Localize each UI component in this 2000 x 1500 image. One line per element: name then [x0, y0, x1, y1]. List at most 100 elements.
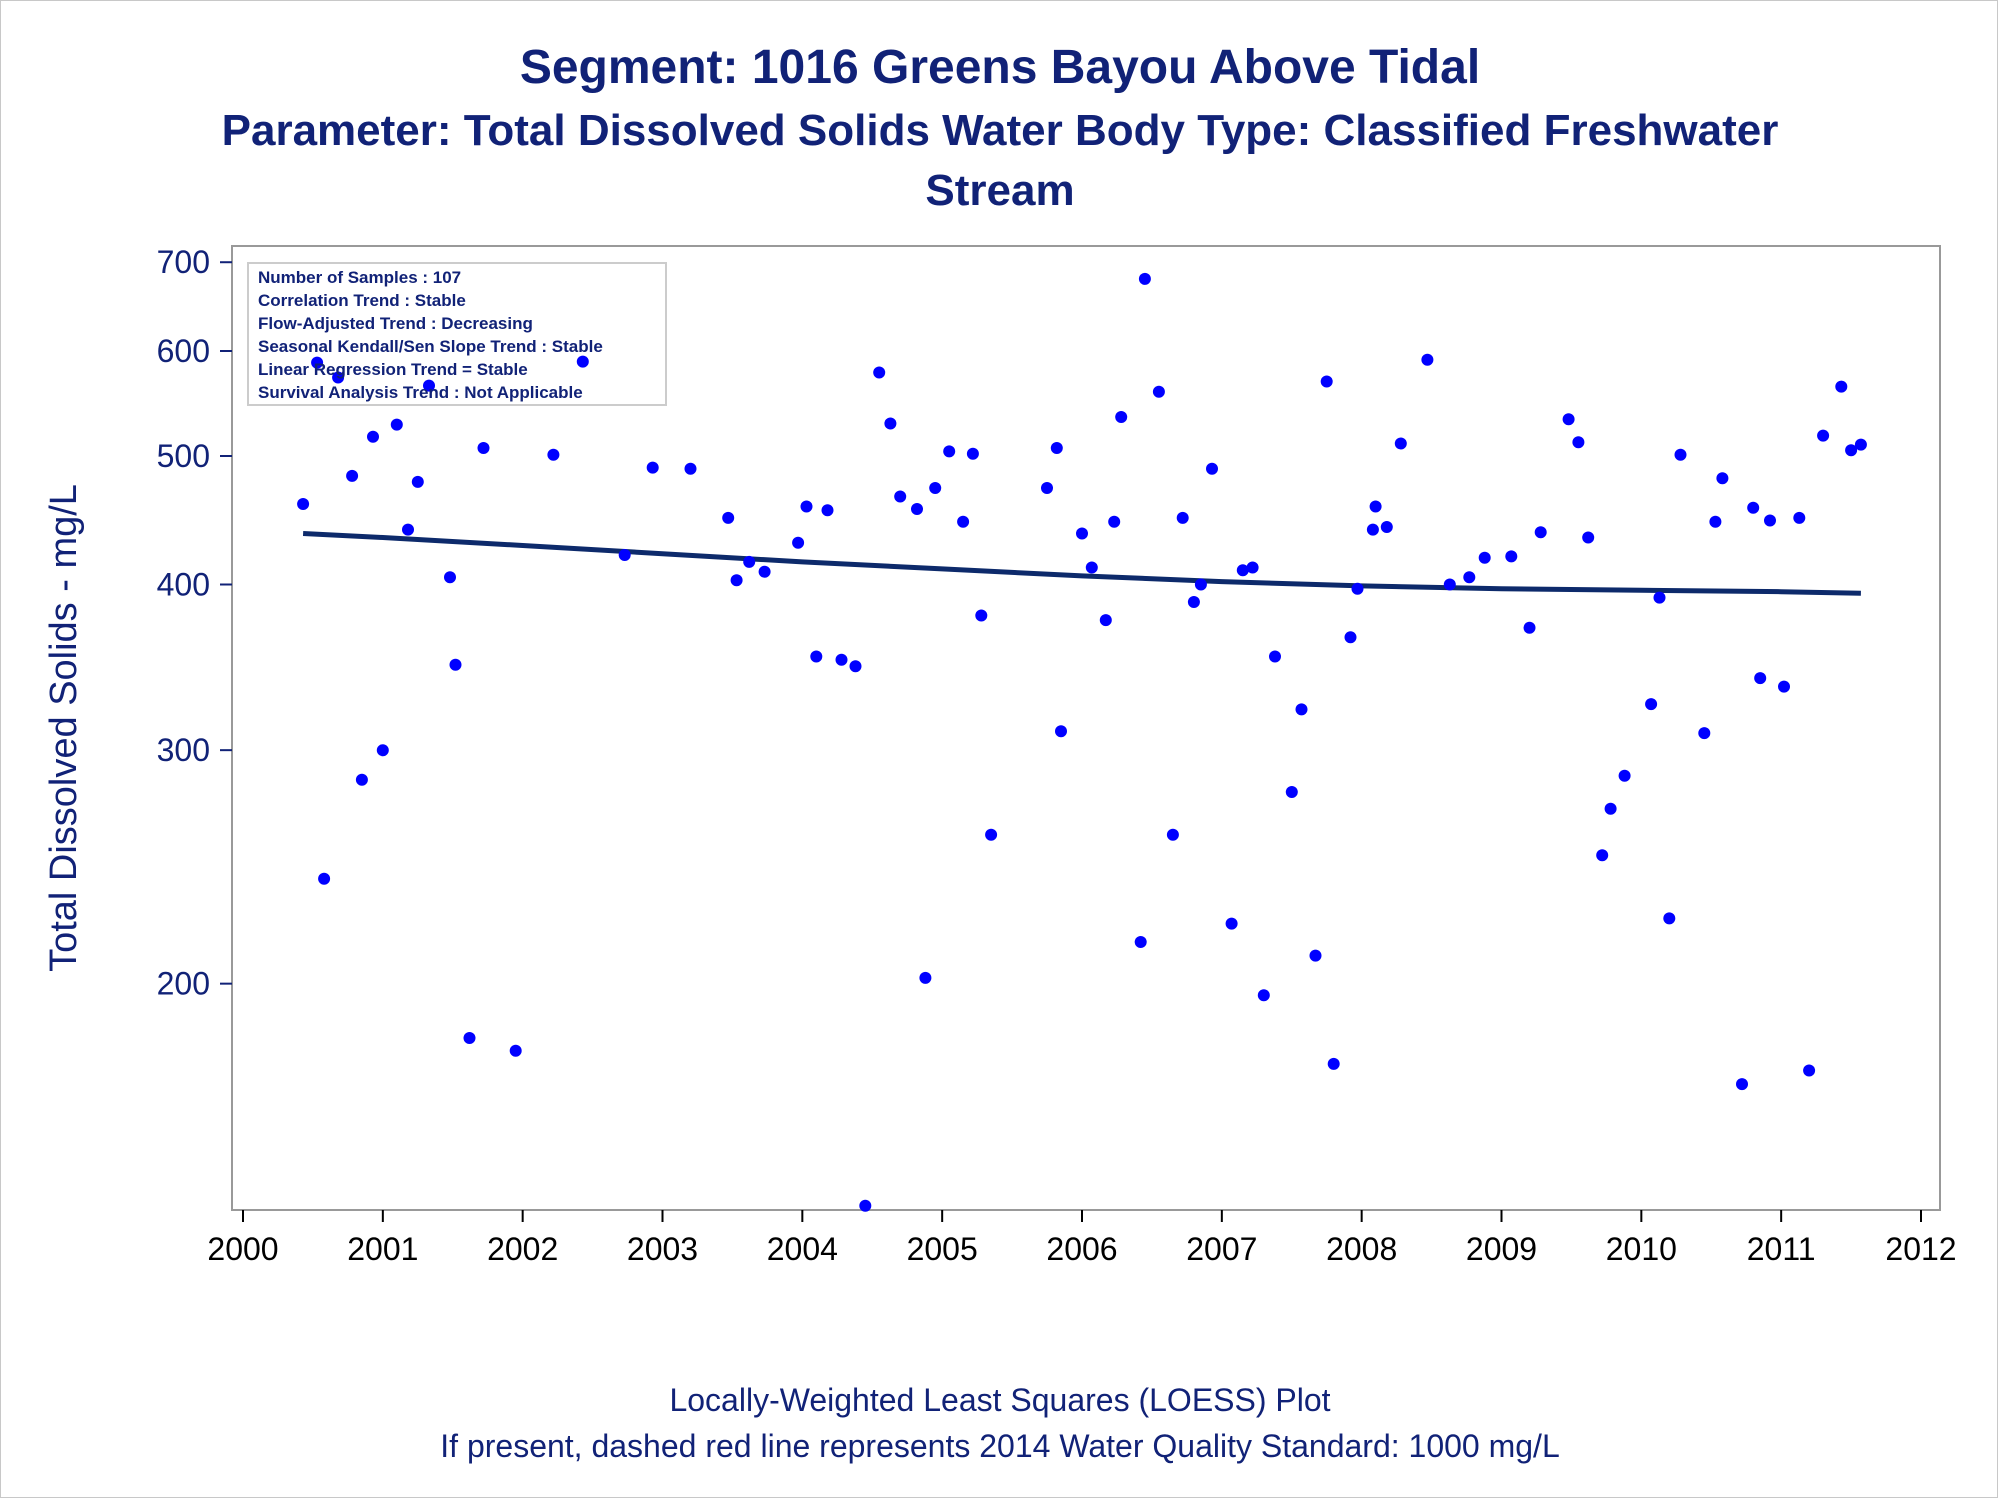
data-point [618, 549, 631, 561]
data-point [1236, 564, 1249, 577]
x-tick-label: 2004 [767, 1231, 838, 1267]
inset-line: Linear Regression Trend = Stable [258, 360, 528, 379]
data-point [1674, 448, 1687, 461]
data-point [1394, 437, 1407, 450]
x-tick-label: 2011 [1747, 1231, 1816, 1267]
y-axis-label: Total Dissolved Solids - mg/L [43, 484, 85, 972]
data-point [1344, 631, 1357, 644]
data-point [821, 504, 834, 517]
data-point [1505, 550, 1518, 563]
data-point [1295, 703, 1308, 716]
data-point [1534, 526, 1547, 539]
data-point [332, 371, 345, 384]
data-point [1176, 511, 1189, 524]
data-point [722, 511, 735, 524]
data-point [835, 653, 848, 666]
y-tick-label: 300 [157, 732, 210, 768]
x-tick-label: 2005 [907, 1231, 978, 1267]
data-point [1285, 786, 1298, 798]
data-point [919, 971, 932, 984]
data-points [297, 272, 1867, 1212]
plot-area [231, 245, 1941, 1211]
data-point [1747, 501, 1760, 514]
data-point [873, 366, 886, 379]
data-point [849, 660, 862, 673]
data-point [1085, 561, 1098, 574]
loess-series [302, 531, 1861, 596]
data-point [800, 500, 813, 513]
data-point [576, 355, 589, 368]
data-point [1099, 614, 1112, 627]
data-point [1257, 989, 1270, 1002]
y-tick-label: 700 [157, 244, 210, 280]
data-point [477, 442, 490, 454]
data-point [311, 356, 324, 369]
loess-line [302, 531, 1861, 596]
data-point [1041, 482, 1053, 494]
data-point [509, 1044, 522, 1057]
inset-line: Correlation Trend : Stable [258, 291, 466, 310]
data-point [894, 490, 907, 503]
data-point [975, 609, 988, 622]
data-point [1596, 849, 1609, 862]
data-point [1206, 462, 1218, 475]
data-point [1320, 375, 1333, 388]
data-point [1166, 828, 1179, 841]
data-point [1523, 621, 1536, 634]
data-point [1225, 917, 1238, 930]
data-point [1653, 591, 1666, 604]
data-point [1754, 672, 1767, 685]
y-axis: 200 300 400 500 600 700 [157, 244, 232, 1002]
y-tick-label: 400 [157, 566, 210, 602]
data-point [1443, 578, 1456, 591]
data-point [1618, 769, 1631, 782]
data-point [1764, 514, 1776, 527]
footnote-loess: Locally-Weighted Least Squares (LOESS) P… [669, 1382, 1331, 1418]
x-tick-label: 2012 [1885, 1231, 1956, 1267]
data-point [1055, 725, 1067, 738]
data-point [1351, 582, 1364, 595]
data-point [1698, 727, 1711, 740]
y-tick-label: 200 [157, 966, 210, 1002]
data-point [390, 418, 403, 431]
data-point [1793, 511, 1806, 524]
data-point [1803, 1064, 1816, 1077]
data-point [346, 469, 359, 482]
statistics-inset: Number of Samples : 107 Correlation Trend… [247, 262, 667, 406]
data-point [1604, 802, 1617, 815]
data-point [1194, 578, 1207, 591]
x-tick-label: 2001 [347, 1231, 418, 1267]
data-point [792, 536, 805, 549]
data-point [1572, 436, 1585, 449]
data-point [1817, 429, 1830, 442]
inset-line: Number of Samples : 107 [258, 268, 461, 287]
data-point [985, 828, 998, 841]
data-point [367, 430, 379, 443]
y-tick-label: 500 [157, 438, 210, 474]
data-point [1108, 515, 1121, 528]
data-point [929, 482, 942, 494]
data-point [1835, 380, 1848, 393]
data-point [966, 447, 979, 460]
x-tick-label: 2006 [1046, 1231, 1117, 1267]
data-point [884, 417, 897, 430]
data-point [1478, 551, 1491, 564]
data-point [1369, 500, 1382, 513]
x-axis: 2000 2001 2002 2003 2004 2005 2006 2007 2008 2009… [207, 1210, 1957, 1267]
data-point [1380, 521, 1393, 533]
data-point [297, 498, 310, 510]
data-point [318, 872, 331, 885]
x-tick-label: 2002 [487, 1231, 558, 1267]
data-point [1845, 444, 1858, 457]
y-tick-label: 600 [157, 333, 210, 369]
data-point [1854, 438, 1867, 451]
inset-line: Flow-Adjusted Trend : Decreasing [258, 314, 533, 333]
data-point [1246, 561, 1259, 574]
data-point [463, 1032, 476, 1044]
chart-subtitle-line2: Stream [925, 166, 1075, 215]
data-point [547, 448, 560, 461]
data-point [911, 503, 923, 515]
data-point [1645, 698, 1658, 711]
x-tick-label: 2009 [1466, 1231, 1537, 1267]
